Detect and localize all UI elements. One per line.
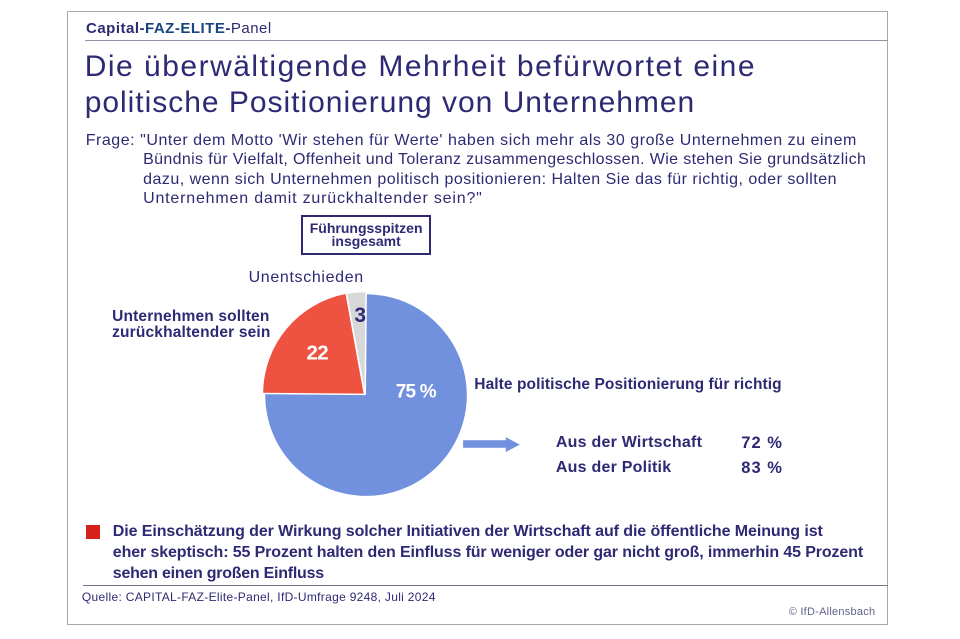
svg-text:3: 3 [354, 304, 366, 327]
svg-text:75 %: 75 % [396, 381, 437, 402]
svg-text:22: 22 [306, 341, 328, 364]
